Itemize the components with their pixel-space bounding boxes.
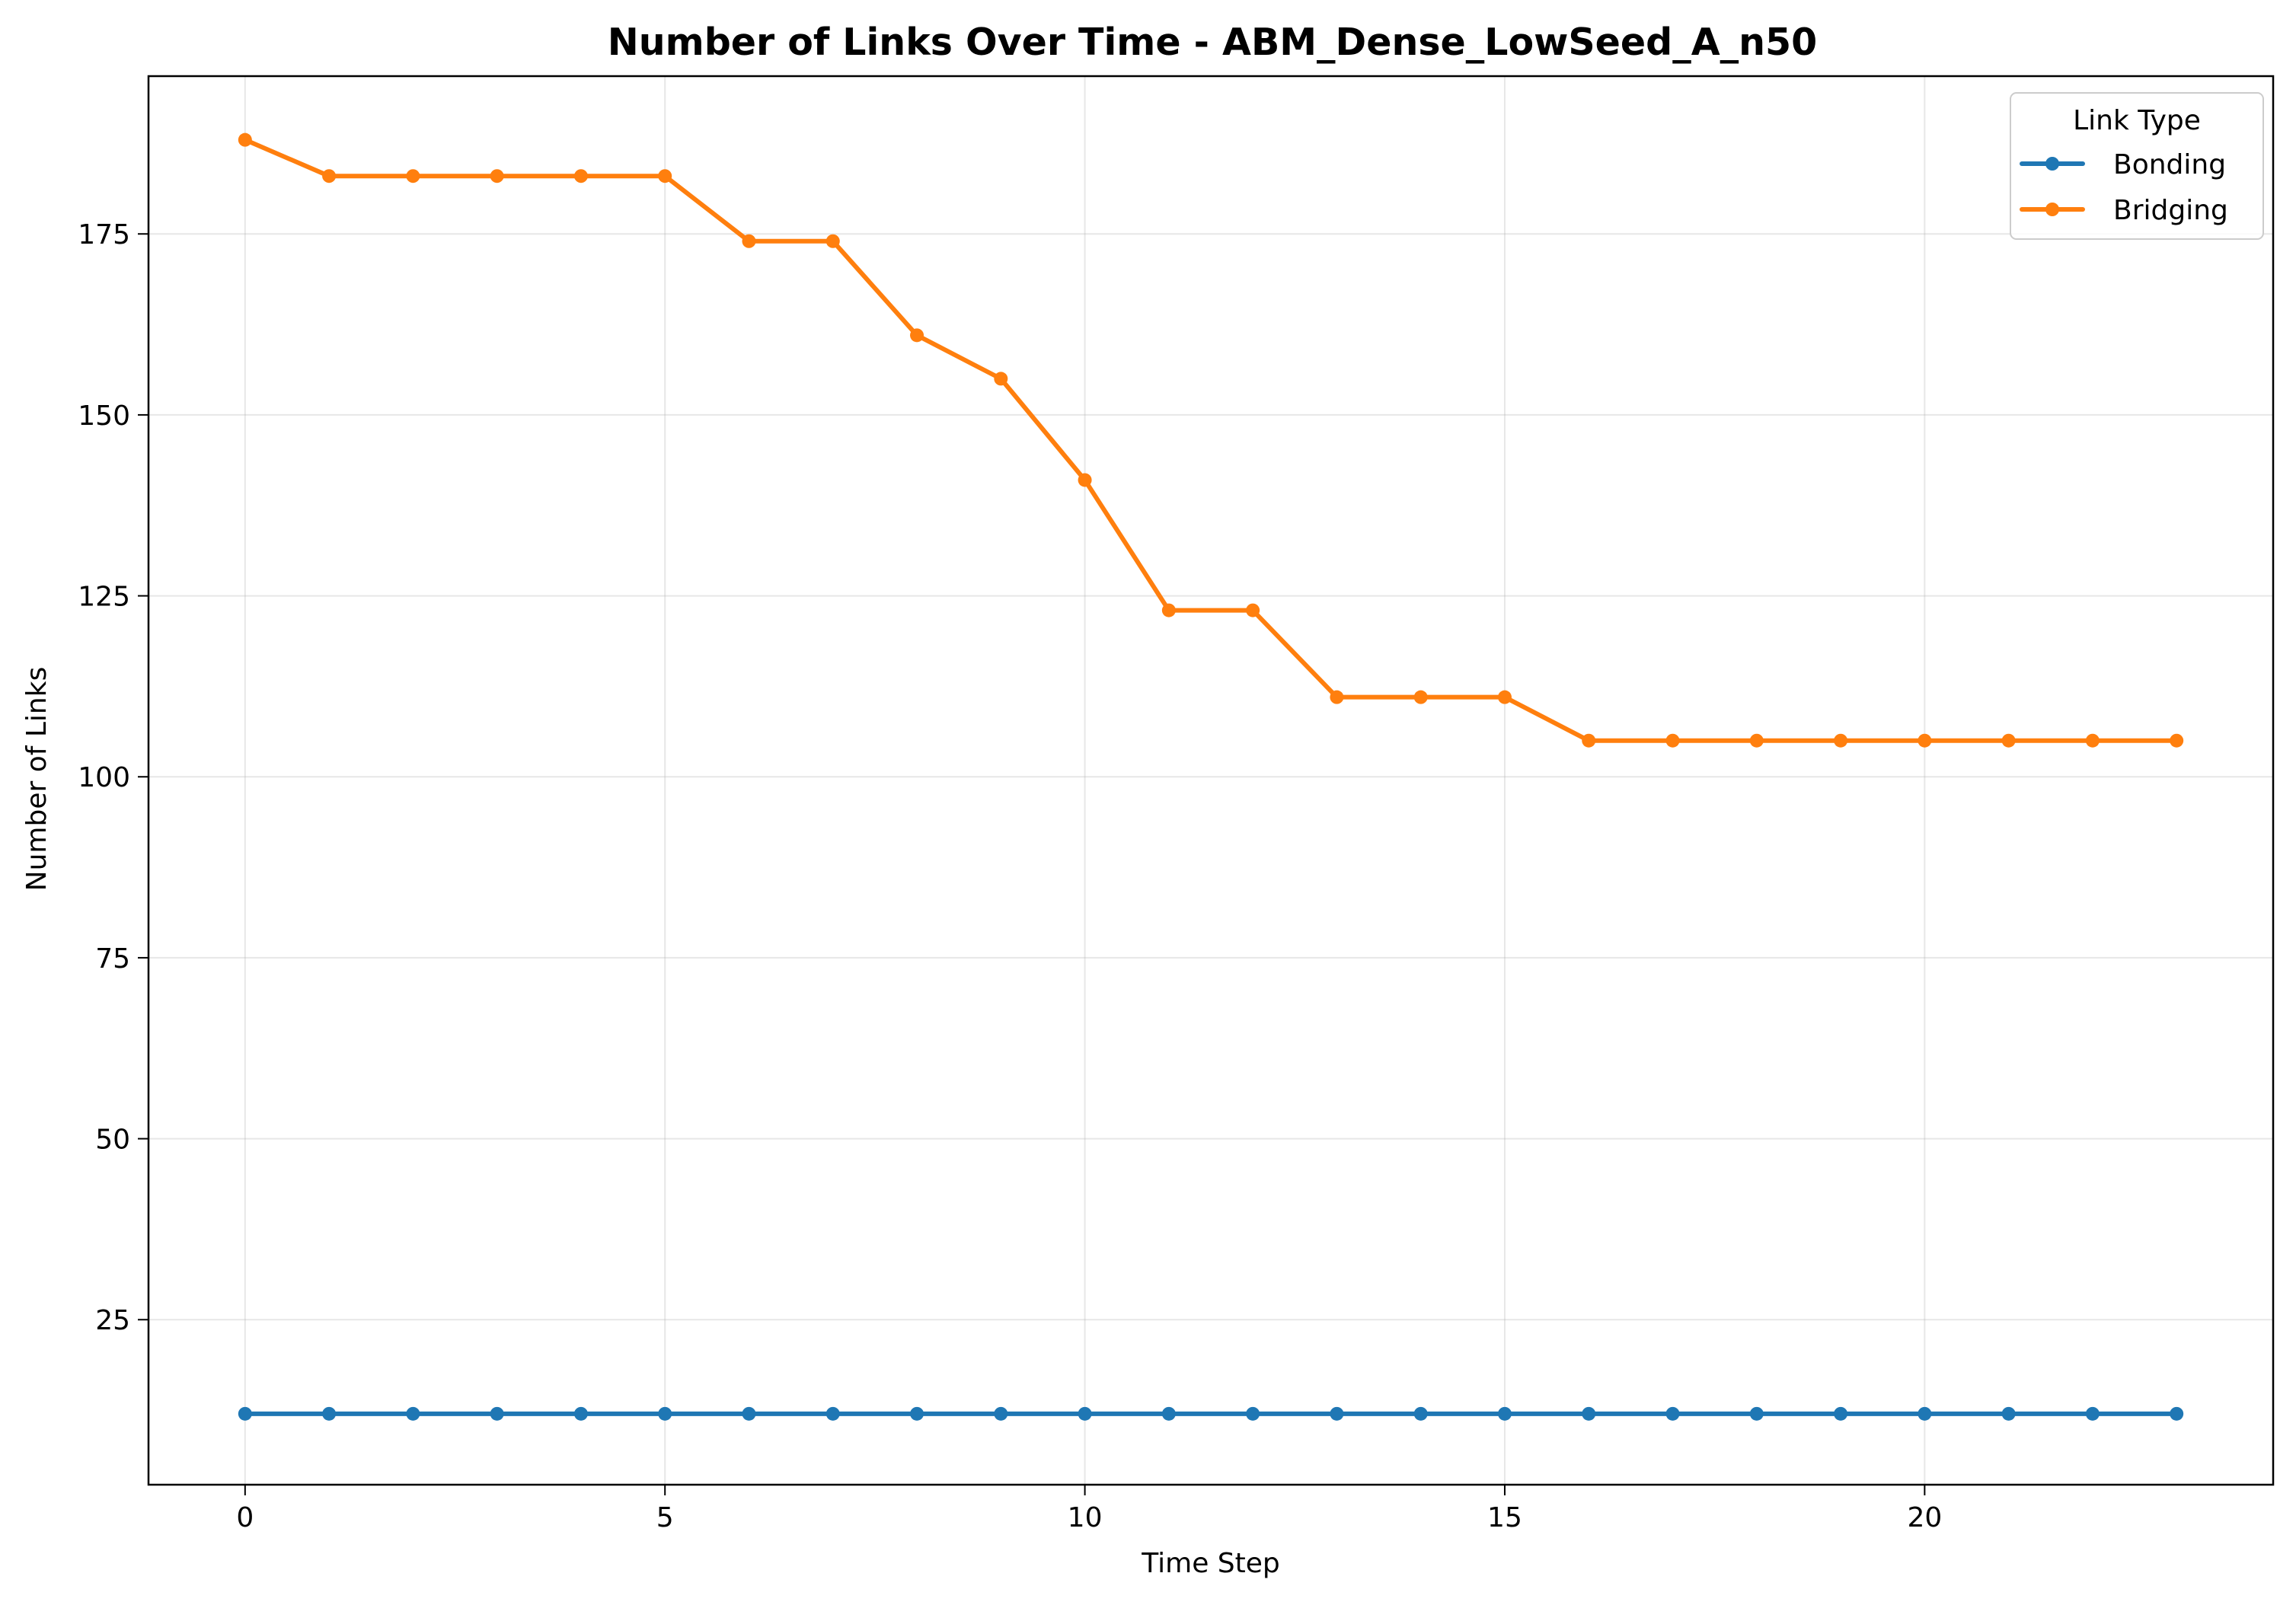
data-point-bonding [1665,1406,1680,1421]
data-point-bonding [406,1406,420,1421]
series-layer [238,132,2184,1421]
legend-marker-bonding [2045,157,2059,171]
x-tick-label: 0 [236,1502,254,1533]
data-point-bonding [1497,1406,1512,1421]
data-point-bonding [1582,1406,1596,1421]
data-point-bonding [910,1406,924,1421]
data-point-bridging [2001,733,2016,748]
data-point-bonding [1413,1406,1428,1421]
data-point-bonding [658,1406,672,1421]
y-tick-label: 175 [78,219,130,250]
data-point-bridging [1161,603,1176,617]
data-point-bonding [1161,1406,1176,1421]
y-tick-label: 75 [95,943,130,975]
y-tick-label: 100 [78,762,130,793]
y-tick-label: 125 [78,582,130,613]
data-point-bridging [742,234,756,248]
chart-title: Number of Links Over Time - ABM_Dense_Lo… [608,21,1817,64]
data-point-bridging [1078,473,1092,487]
data-point-bridging [1582,733,1596,748]
y-tick-label: 25 [95,1305,130,1336]
data-point-bridging [1749,733,1764,748]
data-point-bridging [910,328,924,343]
legend-marker-bridging [2045,203,2059,216]
data-point-bridging [1330,690,1344,704]
plot-frame [147,75,2275,1486]
data-point-bridging [1497,690,1512,704]
x-axis-label: Time Step [1141,1548,1280,1579]
data-point-bridging [1665,733,1680,748]
legend-title: Link Type [2073,105,2201,136]
data-point-bridging [2170,733,2184,748]
series-bridging [238,132,2184,748]
data-point-bridging [573,169,588,183]
legend-entry-bridging: Bridging [2020,195,2228,226]
data-point-bonding [1834,1406,1848,1421]
data-point-bonding [1078,1406,1092,1421]
data-point-bridging [1413,690,1428,704]
data-point-bridging [1834,733,1848,748]
data-point-bonding [1749,1406,1764,1421]
data-point-bonding [994,1406,1008,1421]
legend-box [2010,92,2264,240]
data-point-bonding [742,1406,756,1421]
legend-entries: Bonding Bridging [2020,149,2228,226]
data-point-bonding [322,1406,337,1421]
tick-layer: 0 5 10 15 20 25 50 75 100 125 150 175 [78,219,1942,1533]
data-point-bonding [238,1406,252,1421]
data-point-bonding [2085,1406,2100,1421]
data-point-bonding [2170,1406,2184,1421]
data-point-bridging [1246,603,1260,617]
y-tick-label: 50 [95,1125,130,1156]
series-bonding [238,1406,2184,1421]
legend-label-bridging: Bridging [2113,195,2228,226]
data-point-bonding [2001,1406,2016,1421]
grid-layer [148,76,2273,1485]
x-tick-label: 20 [1907,1502,1942,1533]
data-point-bridging [238,132,252,147]
data-point-bonding [1330,1406,1344,1421]
data-point-bridging [658,169,672,183]
y-axis-label: Number of Links [21,667,53,892]
data-point-bridging [2085,733,2100,748]
data-point-bonding [490,1406,504,1421]
data-point-bridging [406,169,420,183]
data-point-bonding [573,1406,588,1421]
y-tick-label: 150 [78,400,130,432]
data-point-bridging [1918,733,1932,748]
data-point-bridging [490,169,504,183]
data-point-bridging [825,234,840,248]
data-point-bonding [1246,1406,1260,1421]
x-tick-label: 15 [1487,1502,1522,1533]
legend: Link Type Bonding Bridging [2010,92,2264,240]
x-tick-label: 5 [656,1502,674,1533]
x-tick-label: 10 [1068,1502,1103,1533]
data-point-bridging [994,372,1008,386]
series-line-bridging [242,137,2179,743]
data-point-bonding [825,1406,840,1421]
legend-label-bonding: Bonding [2113,149,2226,180]
legend-entry-bonding: Bonding [2020,149,2226,180]
data-point-bonding [1918,1406,1932,1421]
data-point-bridging [322,169,337,183]
